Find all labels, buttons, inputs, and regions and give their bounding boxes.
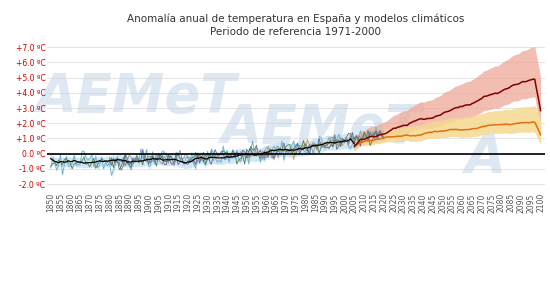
Text: AEMeT: AEMeT <box>220 102 421 154</box>
Text: AEMeT: AEMeT <box>36 71 237 123</box>
Text: A: A <box>464 132 505 184</box>
Title: Anomalía anual de temperatura en España y modelos climáticos
Periodo de referenc: Anomalía anual de temperatura en España … <box>127 14 464 37</box>
